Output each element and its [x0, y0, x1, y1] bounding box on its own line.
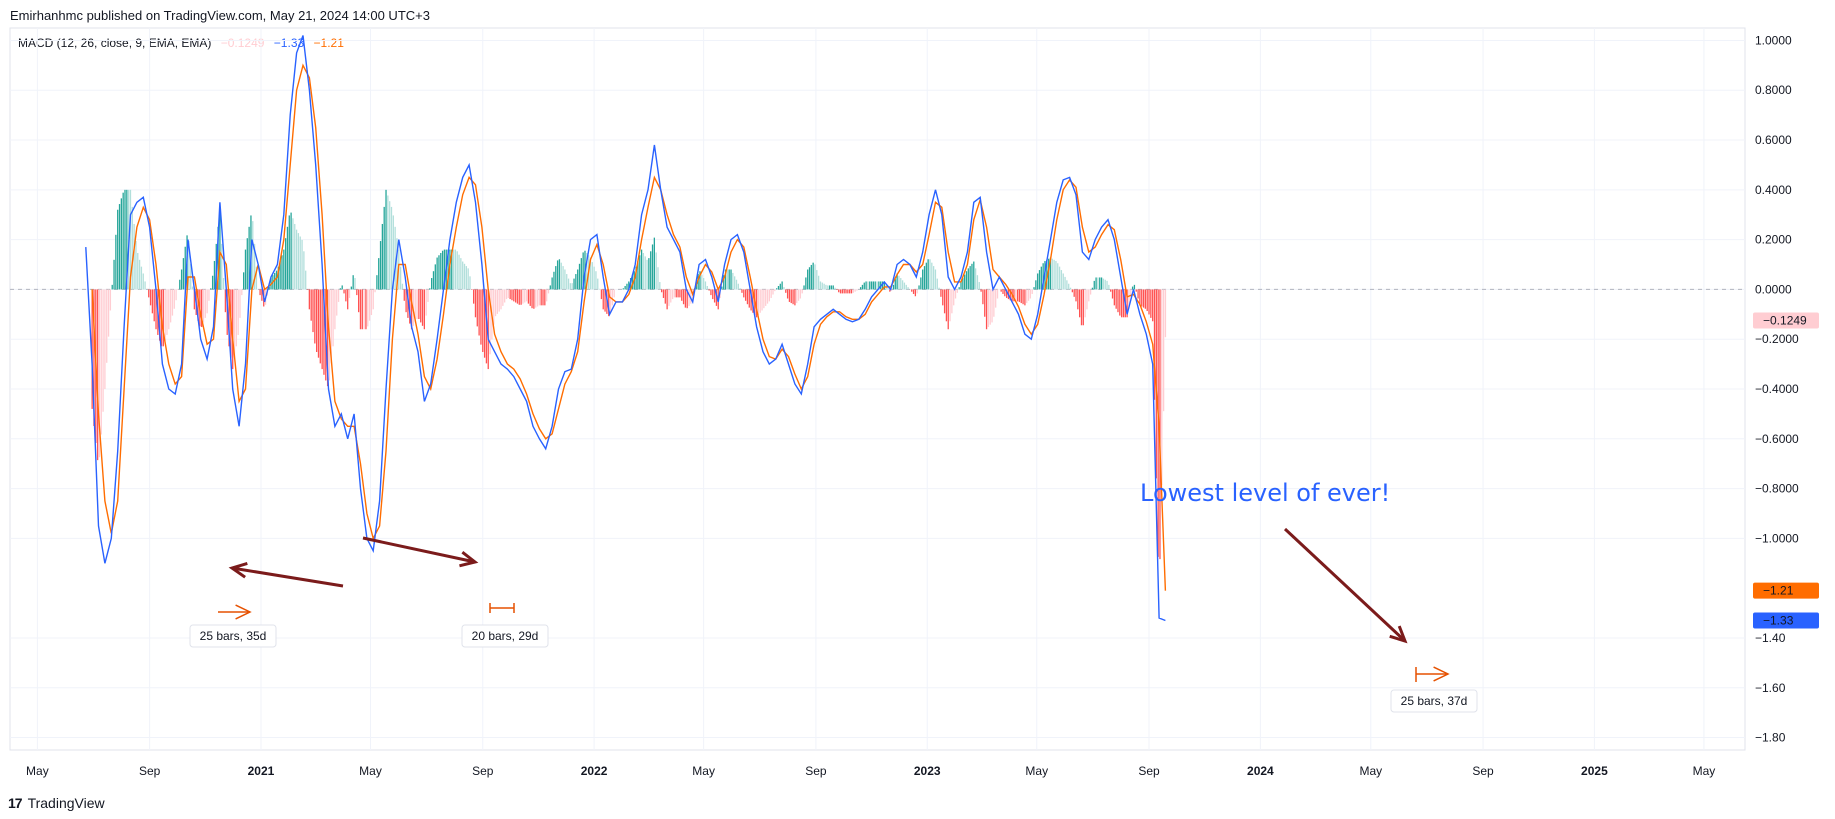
measure-label-box	[461, 624, 549, 648]
annotations: 25 bars, 35d 20 bars, 29d 25 bars, 37d	[189, 527, 1478, 713]
y-tick-label: −0.2000	[1755, 332, 1799, 346]
x-tick-label: Sep	[472, 764, 494, 778]
measure-label-box	[1390, 689, 1478, 713]
y-tick-label: −0.4000	[1755, 382, 1799, 396]
footer: 17 TradingView	[8, 795, 105, 811]
range-arrow-3-head	[1433, 666, 1450, 682]
annotation-arrow-3-head	[1389, 625, 1408, 644]
signal-value: −1.21	[313, 36, 344, 50]
macd-line	[85, 35, 1166, 622]
measure-label-box	[189, 624, 277, 648]
measure-label: 20 bars, 29d	[472, 629, 539, 643]
brand-name: TradingView	[27, 795, 105, 811]
y-tick-label: −1.80	[1755, 731, 1786, 745]
price-label: −1.21	[1763, 584, 1794, 598]
y-tick-label: 0.4000	[1755, 183, 1792, 197]
y-tick-label: −1.0000	[1755, 531, 1799, 545]
y-tick-label: 0.6000	[1755, 133, 1792, 147]
x-tick-label: 2024	[1247, 764, 1274, 778]
y-tick-label: 0.2000	[1755, 233, 1792, 247]
measure-label: 25 bars, 37d	[1401, 694, 1468, 708]
published-info: Emirhanhmc published on TradingView.com,…	[10, 8, 430, 23]
indicator-legend[interactable]: MACD (12, 26, close, 9, EMA, EMA) −0.124…	[18, 36, 350, 50]
y-tick-label: 0.0000	[1755, 282, 1792, 296]
price-label: −1.33	[1763, 614, 1794, 628]
measure-label: 25 bars, 35d	[200, 629, 267, 643]
y-tick-label: −1.40	[1755, 631, 1786, 645]
y-tick-label: 1.0000	[1755, 33, 1792, 47]
y-tick-label: −0.6000	[1755, 432, 1799, 446]
hist-value: −0.1249	[220, 36, 265, 50]
macd-value: −1.33	[273, 36, 305, 50]
range-arrow-1-head	[235, 604, 252, 620]
tradingview-logo-icon: 17	[8, 795, 23, 811]
y-tick-label: −1.60	[1755, 681, 1786, 695]
time-axis: May Sep 2021 May Sep 2022 May Sep 2023 May Sep 2024…	[26, 764, 1715, 778]
x-tick-label: May	[692, 764, 715, 778]
x-tick-label: 2021	[248, 764, 275, 778]
x-tick-label: May	[26, 764, 49, 778]
lowest-level-label: Lowest level of ever!	[1140, 479, 1390, 507]
price-label: −0.1249	[1763, 314, 1807, 328]
x-tick-label: Sep	[139, 764, 161, 778]
x-tick-label: Sep	[805, 764, 827, 778]
x-tick-label: Sep	[1472, 764, 1494, 778]
price-axis: 1.0000 0.8000 0.6000 0.4000 0.2000 0.0000 −0.2…	[1753, 33, 1819, 745]
annotation-arrow-1-head	[228, 561, 248, 579]
x-tick-label: May	[1359, 764, 1382, 778]
price-label-bg	[1753, 612, 1819, 629]
x-tick-label: May	[1025, 764, 1048, 778]
price-label-bg	[1753, 582, 1819, 599]
x-tick-label: May	[1693, 764, 1716, 778]
annotation-arrow-2-head	[459, 550, 479, 568]
x-tick-label: 2025	[1581, 764, 1608, 778]
signal-line	[91, 63, 1167, 591]
price-label-bg	[1753, 312, 1819, 329]
x-tick-label: 2023	[914, 764, 941, 778]
annotation-arrow-2	[362, 536, 476, 564]
x-tick-label: May	[359, 764, 382, 778]
indicator-name: MACD (12, 26, close, 9, EMA, EMA)	[18, 36, 212, 50]
x-tick-label: Sep	[1138, 764, 1160, 778]
y-tick-label: 0.8000	[1755, 83, 1792, 97]
annotation-arrow-1	[231, 566, 344, 588]
x-tick-label: 2022	[581, 764, 608, 778]
annotation-arrow-3	[1283, 527, 1407, 643]
y-tick-label: −0.8000	[1755, 482, 1799, 496]
